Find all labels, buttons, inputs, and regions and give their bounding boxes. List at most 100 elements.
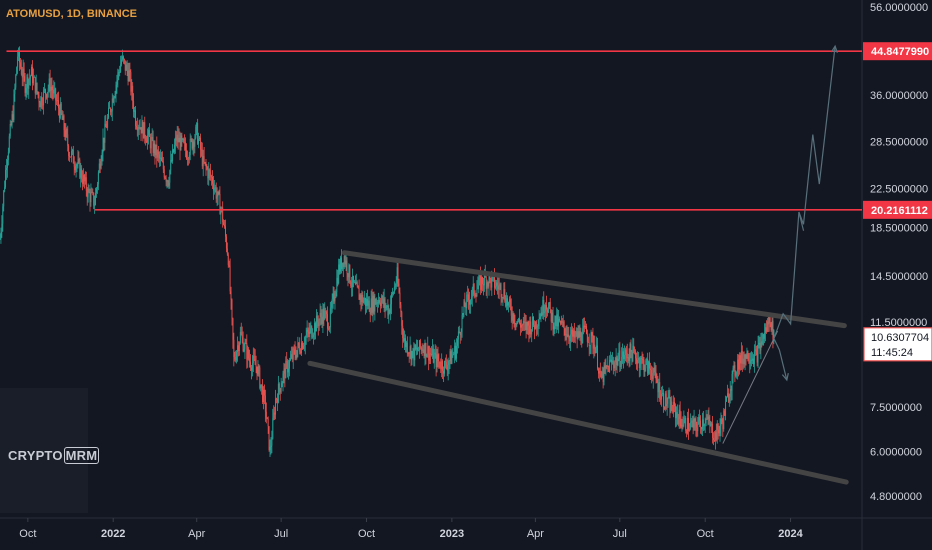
candle-body xyxy=(76,164,78,166)
candle-body xyxy=(480,275,482,290)
candle-body xyxy=(749,361,751,364)
candle-body xyxy=(58,108,60,118)
candle-body xyxy=(226,248,228,255)
candle-body xyxy=(36,82,38,92)
candle-body xyxy=(761,341,763,345)
candle-body xyxy=(28,79,30,89)
candle-body xyxy=(98,163,100,173)
candle-body xyxy=(263,389,264,402)
candle-body xyxy=(488,275,490,287)
candle-body xyxy=(556,314,558,327)
candle-body xyxy=(161,157,162,161)
candle-body xyxy=(58,100,59,109)
candle-body xyxy=(382,296,384,304)
candle-body xyxy=(543,299,545,314)
candle-body xyxy=(314,323,316,335)
candle-body xyxy=(342,262,344,268)
candle-body xyxy=(552,312,554,330)
candle-body xyxy=(221,207,223,210)
candle-body xyxy=(713,437,714,441)
candle-body xyxy=(586,333,588,342)
candle-body xyxy=(64,130,66,138)
candle-body xyxy=(444,361,446,363)
candle-body xyxy=(399,292,401,305)
time-axis[interactable]: Oct 2022 Apr Jul Oct 2023 Apr Jul Oct 2024 xyxy=(19,518,804,540)
candle-body xyxy=(610,359,611,361)
level-price-badge xyxy=(863,42,932,61)
candle-body xyxy=(276,399,278,403)
candle-body xyxy=(123,59,125,61)
candle-body xyxy=(566,334,568,337)
candle-body xyxy=(237,345,238,352)
candle-body xyxy=(583,325,585,329)
price-tick-label: 56.0000000 xyxy=(870,2,928,14)
candle-body xyxy=(392,292,394,294)
candle-body xyxy=(321,316,323,324)
candle-body xyxy=(353,281,355,283)
candle-body xyxy=(582,328,584,344)
candle-body xyxy=(596,345,598,348)
price-axis[interactable]: 56.0000000 36.0000000 28.5000000 22.5000000… xyxy=(870,2,928,503)
candle-body xyxy=(433,354,435,363)
candle-body xyxy=(546,309,548,313)
candle-body xyxy=(18,50,20,57)
candle-body xyxy=(175,137,177,141)
candle-body xyxy=(498,285,500,290)
candle-body xyxy=(539,317,541,320)
candle-body xyxy=(223,222,225,225)
candle-body xyxy=(559,320,561,324)
candle-body xyxy=(613,365,615,369)
candle-body xyxy=(201,149,203,167)
candle-body xyxy=(276,398,277,400)
candle-body xyxy=(112,98,114,103)
candle-body xyxy=(542,299,544,316)
candle-body xyxy=(739,355,740,370)
candle-body xyxy=(401,312,403,326)
candle-body xyxy=(236,351,238,361)
candle-body xyxy=(402,325,404,339)
candle-body xyxy=(403,338,405,342)
candle-body xyxy=(482,277,483,285)
candle-body xyxy=(373,295,375,312)
candle-body xyxy=(304,337,306,345)
candle-body xyxy=(251,367,252,371)
projection-hook xyxy=(798,211,805,231)
candle-body xyxy=(721,419,723,423)
candle-body xyxy=(427,346,429,355)
candle-body xyxy=(503,289,505,298)
candle-body xyxy=(623,351,624,360)
candle-body xyxy=(561,321,563,323)
candle-body xyxy=(215,187,217,199)
candle-body xyxy=(413,348,415,361)
candle-body xyxy=(629,343,631,361)
candle-body xyxy=(65,129,67,138)
channel-upper-line xyxy=(341,250,847,329)
candle-body xyxy=(105,123,107,128)
candle-body xyxy=(114,94,116,98)
candle-body xyxy=(654,367,656,372)
candle-body xyxy=(532,316,534,330)
candle-body xyxy=(207,168,209,179)
candle-body xyxy=(521,324,522,328)
candle-body xyxy=(379,302,381,307)
candle-body xyxy=(424,342,426,357)
candle-body xyxy=(239,331,241,343)
candle-body xyxy=(134,110,135,112)
candle-body xyxy=(747,350,749,361)
candle-body xyxy=(349,264,351,283)
candle-body xyxy=(305,335,307,338)
candle-body xyxy=(632,345,634,362)
candle-body xyxy=(379,300,380,303)
candle-body xyxy=(456,339,458,346)
candle-body xyxy=(352,275,354,288)
candle-body xyxy=(126,64,128,71)
candle-body xyxy=(576,331,578,339)
candle-body xyxy=(246,343,248,360)
candle-body xyxy=(544,311,546,314)
candle-body xyxy=(573,330,575,338)
candle-body xyxy=(89,192,91,203)
candle-body xyxy=(297,342,299,351)
candle-body xyxy=(670,401,672,413)
candle-body xyxy=(386,305,388,307)
